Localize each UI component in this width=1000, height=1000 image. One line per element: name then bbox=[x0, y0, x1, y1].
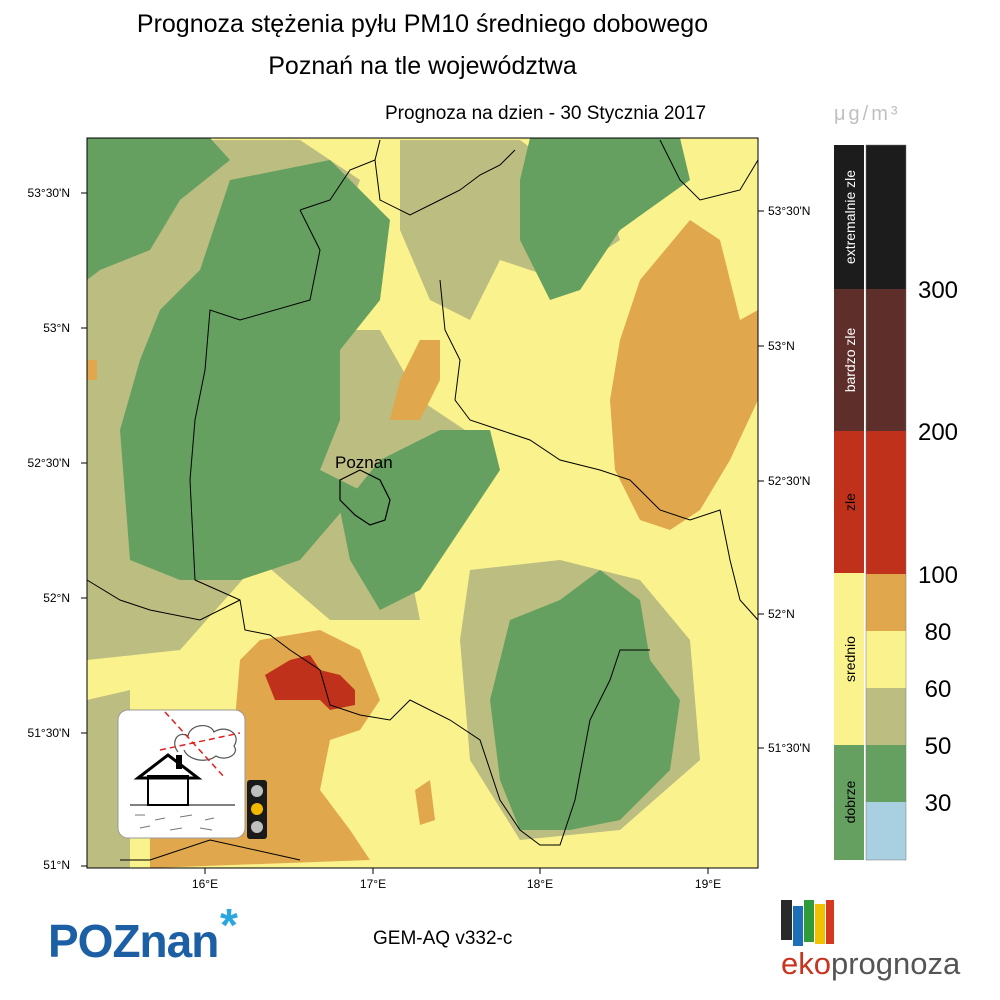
map-frame bbox=[86, 137, 759, 869]
border-south bbox=[120, 839, 301, 861]
cross-line-1 bbox=[164, 711, 226, 779]
border-east bbox=[439, 279, 759, 621]
border-northeast bbox=[659, 139, 759, 201]
lon-2: 18°E bbox=[527, 877, 553, 891]
field-green-southeast bbox=[490, 570, 680, 830]
title-line2: Poznań na tle województwa bbox=[268, 52, 577, 80]
forecast-date: Prognoza na dzien - 30 Stycznia 2017 bbox=[385, 103, 707, 124]
scale-value-6: 30 bbox=[925, 790, 952, 817]
cat-label-4: dobrze bbox=[842, 780, 858, 823]
lon-0: 16°E bbox=[192, 877, 218, 891]
poznan-star-icon: * bbox=[220, 899, 238, 951]
scale-swatch-2 bbox=[866, 431, 906, 574]
cross-line-2 bbox=[159, 732, 241, 751]
house-icon bbox=[133, 753, 203, 780]
voivodeship-borders bbox=[86, 139, 759, 861]
ground-marks bbox=[135, 814, 215, 831]
lat-right-4: 51°30'N bbox=[768, 741, 810, 755]
cat-swatch-4 bbox=[834, 745, 864, 860]
field-green-nw bbox=[87, 138, 230, 280]
scale-swatch-4 bbox=[866, 631, 906, 688]
title-line1: Prognoza stężenia pyłu PM10 średniego do… bbox=[136, 10, 709, 38]
scale-value-2: 100 bbox=[918, 562, 958, 589]
poznan-logo: POZnan bbox=[48, 915, 219, 967]
border-north bbox=[299, 139, 516, 216]
scale-swatch-1 bbox=[866, 289, 906, 431]
scale-swatch-7 bbox=[866, 802, 906, 860]
value-scale: 300 200 100 80 60 50 30 bbox=[865, 144, 958, 861]
model-label: GEM-AQ v332-c bbox=[373, 928, 513, 949]
category-legend: extremalnie zle bardzo zle zle srednio d… bbox=[834, 145, 864, 860]
scale-swatch-0 bbox=[866, 145, 906, 289]
lat-right-1: 53°N bbox=[768, 339, 795, 353]
field-orange-spot bbox=[415, 780, 435, 825]
city-label: Poznan bbox=[335, 453, 393, 472]
scale-value-4: 60 bbox=[925, 676, 952, 703]
cat-label-2: zle bbox=[842, 493, 858, 511]
field-orange-edge bbox=[87, 360, 97, 380]
cat-swatch-1 bbox=[834, 289, 864, 431]
lon-1: 17°E bbox=[360, 877, 386, 891]
smog-inset bbox=[117, 709, 246, 839]
scale-swatch-5 bbox=[866, 688, 906, 745]
lon-3: 19°E bbox=[695, 877, 721, 891]
lat-left-3: 52°N bbox=[43, 591, 70, 605]
prognoza-part: prognoza bbox=[830, 946, 961, 981]
cat-label-1: bardzo zle bbox=[842, 327, 858, 392]
scale-value-1: 200 bbox=[918, 419, 958, 446]
scale-swatch-6 bbox=[866, 745, 906, 802]
field-orange-east bbox=[610, 220, 758, 530]
lat-left-2: 52°30'N bbox=[28, 456, 70, 470]
scale-value-3: 80 bbox=[925, 619, 952, 646]
border-west bbox=[86, 579, 241, 621]
eko-part: eko bbox=[781, 946, 831, 981]
cat-label-3: srednio bbox=[842, 636, 858, 682]
scale-value-0: 300 bbox=[918, 277, 958, 304]
field-green-north bbox=[520, 138, 690, 300]
lat-left-5: 51°N bbox=[43, 858, 70, 872]
axis-labels: 53°30'N 53°N 52°30'N 52°N 51°30'N 51°N 5… bbox=[28, 186, 811, 891]
lat-right-2: 52°30'N bbox=[768, 474, 810, 488]
unit-label: μg/m³ bbox=[834, 103, 901, 125]
ekoprognoza-logo-text: ekoprognoza bbox=[781, 946, 960, 982]
axis-ticks bbox=[81, 192, 764, 874]
lat-right-0: 53°30'N bbox=[768, 204, 810, 218]
cat-swatch-2 bbox=[834, 431, 864, 573]
ekoprognoza-logo-icon bbox=[781, 900, 834, 946]
cat-label-0: extremalnie zle bbox=[842, 170, 858, 264]
traffic-light-icon bbox=[247, 780, 267, 839]
field-green-center bbox=[340, 430, 500, 610]
scale-swatch-3 bbox=[866, 574, 906, 631]
border-poznan-city bbox=[339, 469, 391, 526]
field-red-south bbox=[265, 655, 355, 710]
lat-left-4: 51°30'N bbox=[28, 726, 70, 740]
scale-value-5: 50 bbox=[925, 733, 952, 760]
lat-left-0: 53°30'N bbox=[28, 186, 70, 200]
field-orange-north-center bbox=[390, 340, 440, 420]
border-wielkopolska bbox=[189, 209, 650, 846]
cat-swatch-3 bbox=[834, 573, 864, 745]
lat-right-3: 52°N bbox=[768, 607, 795, 621]
field-green-west bbox=[120, 160, 390, 580]
lat-left-1: 53°N bbox=[43, 321, 70, 335]
cat-swatch-0 bbox=[834, 145, 864, 289]
